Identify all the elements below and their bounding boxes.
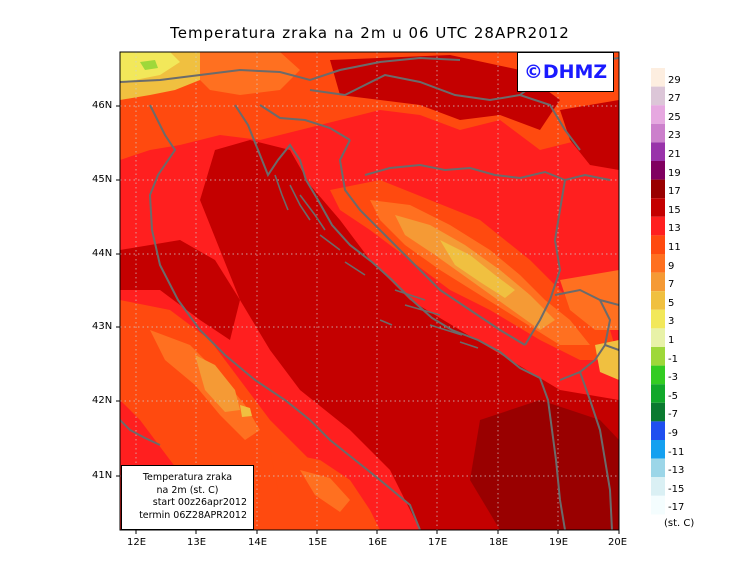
legend-label: 17 — [668, 186, 681, 198]
lat-label-46n: 46N — [92, 100, 113, 111]
legend-label: 25 — [668, 111, 681, 123]
islands — [274, 174, 479, 349]
legend-swatch — [651, 477, 665, 496]
field-alps-orange — [200, 52, 300, 95]
info-line-start: start 00z26apr2012 — [152, 497, 247, 508]
legend-label: 19 — [668, 167, 681, 179]
legend-swatch — [651, 347, 665, 366]
legend-swatch — [651, 142, 665, 161]
lon-label-17e: 17E — [428, 537, 448, 548]
legend-swatch — [651, 365, 665, 385]
legend-label: 13 — [668, 223, 681, 235]
legend-swatch — [651, 421, 665, 440]
legend-label: 1 — [668, 335, 675, 346]
legend-swatch — [651, 235, 665, 254]
lon-label-19e: 19E — [549, 537, 569, 548]
field-alps-green — [140, 60, 158, 70]
legend-label: -3 — [668, 372, 678, 384]
lat-label-45n: 45N — [92, 174, 113, 185]
coastlines-borders — [120, 56, 619, 530]
legend-label: 21 — [668, 149, 681, 160]
legend-swatch — [651, 291, 665, 310]
lon-label-14e: 14E — [248, 537, 268, 548]
legend-swatch — [651, 272, 665, 292]
lat-label-44n: 44N — [92, 248, 113, 259]
legend-swatch — [651, 216, 665, 236]
legend-label: 9 — [668, 260, 675, 272]
lat-label-43n: 43N — [92, 321, 113, 332]
legend-swatch — [651, 495, 665, 515]
legend-label: 29 — [668, 74, 681, 86]
legend-swatch — [651, 328, 665, 347]
legend-label: -15 — [668, 483, 685, 495]
field-northeast-darkred — [560, 100, 619, 170]
legend-label: 23 — [668, 130, 681, 142]
field-montenegro-orange — [560, 270, 619, 330]
legend-swatch — [651, 458, 665, 478]
axis-ticks — [116, 105, 620, 534]
field-south-italy-lightorange — [300, 470, 350, 512]
info-box: Temperatura zraka na 2m (st. C) start 00… — [121, 465, 254, 530]
legend-unit: (st. C) — [664, 518, 695, 529]
legend-label: 27 — [668, 93, 681, 105]
legend-swatch — [651, 105, 665, 124]
field-adriatic-sea-north — [120, 240, 240, 340]
lat-label-41n: 41N — [92, 470, 113, 481]
info-line-termin: termin 06Z28APR2012 — [139, 509, 247, 521]
copyright-badge: ©DHMZ — [517, 52, 614, 92]
lon-label-13e: 13E — [187, 537, 207, 548]
lon-label-15e: 15E — [308, 537, 328, 548]
legend-swatch — [651, 179, 665, 199]
map-title: Temperatura zraka na 2m u 06 UTC 28APR20… — [170, 24, 570, 42]
legend-label: -13 — [668, 465, 685, 477]
lon-label-18e: 18E — [489, 537, 509, 548]
legend-label: -5 — [668, 390, 678, 402]
legend-label: 3 — [668, 316, 675, 328]
legend-label: -17 — [668, 502, 685, 514]
legend-label: -7 — [668, 409, 678, 421]
legend-swatch — [651, 402, 665, 422]
field-north-darkred — [330, 55, 560, 130]
field-ionian-darkest — [470, 400, 619, 530]
legend-swatch — [651, 198, 665, 217]
map-frame — [119, 51, 620, 531]
field-apennines-yellow — [240, 405, 252, 417]
map-grid — [120, 52, 619, 530]
legend-swatch — [651, 161, 665, 180]
legend-label: -9 — [668, 428, 678, 439]
legend-label: 5 — [668, 297, 675, 309]
legend-swatch — [651, 86, 665, 106]
legend-swatch — [651, 68, 665, 87]
field-apennines-amber — [195, 355, 240, 412]
legend-label: -1 — [668, 353, 678, 365]
legend-label: 15 — [668, 204, 681, 216]
legend-swatch — [651, 254, 665, 273]
legend-label: 7 — [668, 279, 675, 291]
legend-swatch — [651, 123, 665, 143]
lon-label-16e: 16E — [368, 537, 388, 548]
legend-swatch — [651, 384, 665, 403]
lat-label-42n: 42N — [92, 395, 113, 406]
lon-label-12e: 12E — [127, 537, 147, 548]
info-line-variable: Temperatura zraka — [142, 472, 233, 483]
legend-colorbar — [651, 68, 665, 515]
legend-swatch — [651, 309, 665, 329]
legend-label: -11 — [668, 446, 685, 458]
legend-swatch — [651, 440, 665, 459]
info-line-unit: na 2m (st. C) — [156, 484, 219, 496]
temperature-field — [120, 52, 619, 530]
lon-label-20e: 20E — [608, 537, 628, 548]
field-dinaric-yellow — [440, 240, 515, 298]
legend-label: 11 — [668, 242, 681, 253]
